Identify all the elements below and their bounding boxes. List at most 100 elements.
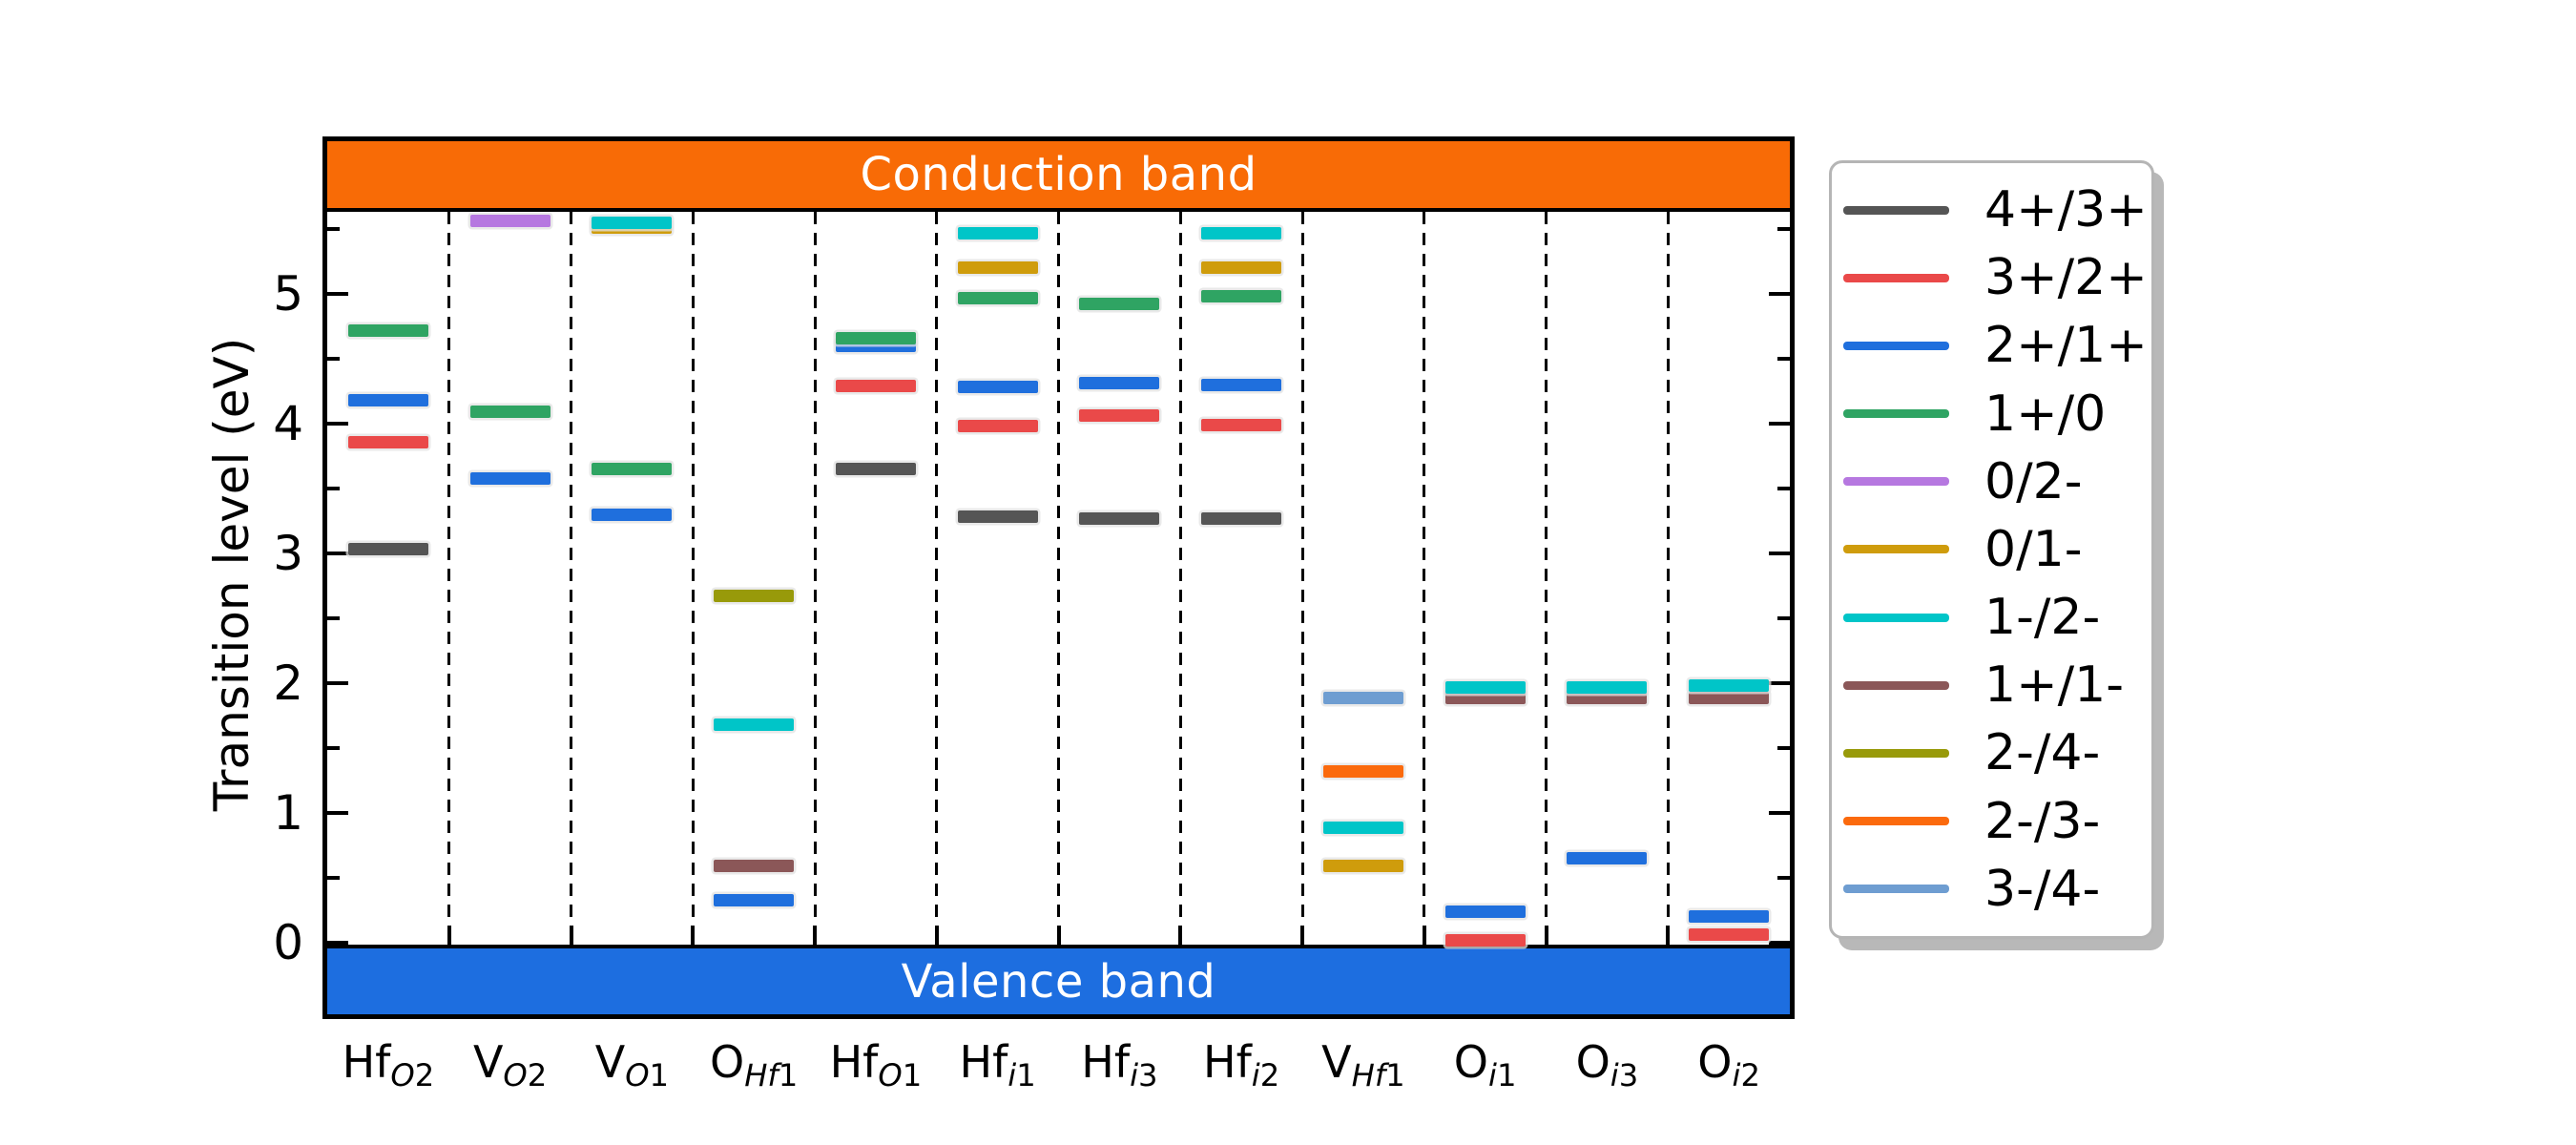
legend-key-line-icon: [1843, 613, 1949, 622]
column-separator: [1423, 212, 1426, 945]
transition-level-2+/1+: [1689, 910, 1770, 924]
transition-level-2-/3-: [1322, 765, 1403, 778]
column-label-Oi3: Oi3: [1575, 1036, 1639, 1094]
transition-level-4+/3+: [1201, 511, 1282, 525]
x-axis-tick: [813, 926, 817, 945]
x-axis-tick: [1178, 926, 1183, 945]
transition-level-3+/2+: [1079, 409, 1160, 423]
legend-label: 4+/3+: [1984, 181, 2148, 239]
column-separator: [1300, 212, 1304, 945]
x-axis-tick: [934, 926, 939, 945]
y-major-tick-left: [327, 681, 348, 685]
legend-label: 3-/4-: [1984, 860, 2101, 918]
legend-key-line-icon: [1843, 273, 1949, 282]
transition-level-1+/1-: [714, 860, 795, 873]
y-major-tick-left: [327, 552, 348, 555]
legend-key-line-icon: [1843, 205, 1949, 215]
column-label-Oi2: Oi2: [1697, 1036, 1760, 1094]
legend-label: 0/2-: [1984, 452, 2083, 510]
column-label-OHf1: OHf1: [709, 1036, 799, 1094]
transition-level-1+/0: [469, 406, 551, 419]
legend-key-line-icon: [1843, 817, 1949, 826]
y-minor-tick-left: [327, 616, 340, 620]
y-minor-tick-right: [1777, 227, 1790, 231]
x-axis-tick: [1422, 926, 1426, 945]
x-axis-tick: [447, 926, 451, 945]
transition-level-2+/1+: [1444, 905, 1526, 918]
legend-label: 3+/2+: [1984, 249, 2148, 307]
legend-entry-2+/1+: 2+/1+: [1832, 317, 2151, 374]
legend-label: 2-/3-: [1984, 792, 2101, 850]
column-separator: [1057, 212, 1060, 945]
transition-level-1+/1-: [1444, 691, 1526, 704]
x-axis-tick: [1666, 926, 1671, 945]
column-separator: [447, 212, 451, 945]
transition-level-3-/4-: [1322, 691, 1403, 704]
conduction-band-bar: Conduction band: [327, 141, 1790, 212]
y-major-tick-right: [1769, 422, 1790, 426]
transition-level-3+/2+: [1444, 933, 1526, 947]
transition-level-0/1-: [957, 261, 1038, 275]
y-tick-label-4: 4: [273, 396, 303, 451]
transition-level-2-/4-: [714, 590, 795, 603]
legend-entry-2-/3-: 2-/3-: [1832, 793, 2151, 850]
legend-key-line-icon: [1843, 409, 1949, 419]
legend-rows: 4+/3+ 3+/2+ 2+/1+ 1+/0 0/2- 0/1- 1-/2- 1+/1- 2-/…: [1832, 163, 2151, 936]
column-label-Hfi3: Hfi3: [1081, 1036, 1158, 1094]
legend-key-line-icon: [1843, 341, 1949, 350]
legend-entry-0/2-: 0/2-: [1832, 453, 2151, 510]
transition-level-1-/2-: [957, 226, 1038, 239]
y-major-tick-right: [1769, 941, 1790, 945]
y-minor-tick-left: [327, 357, 340, 361]
column-separator: [1178, 212, 1182, 945]
valence-band-bar: Valence band: [327, 945, 1790, 1014]
column-label-Hfi2: Hfi2: [1202, 1036, 1280, 1094]
transition-level-3+/2+: [957, 420, 1038, 433]
legend-label: 0/1-: [1984, 520, 2083, 578]
y-minor-tick-right: [1777, 616, 1790, 620]
transition-level-4+/3+: [835, 463, 916, 476]
transition-level-2+/1+: [469, 471, 551, 485]
x-axis-tick: [1056, 926, 1061, 945]
transition-level-1+/0: [592, 463, 673, 476]
transition-level-0/2-: [469, 215, 551, 228]
legend-key-line-icon: [1843, 680, 1949, 690]
transition-level-1+/0: [957, 291, 1038, 304]
legend-key-line-icon: [1843, 885, 1949, 894]
transition-level-2+/1+: [347, 394, 428, 406]
y-major-tick-right: [1769, 681, 1790, 685]
y-tick-label-0: 0: [273, 915, 303, 970]
transition-level-3+/2+: [347, 435, 428, 448]
legend-key-line-icon: [1843, 477, 1949, 487]
legend-label: 2-/4-: [1984, 724, 2101, 782]
column-label-HfO2: HfO2: [342, 1036, 435, 1094]
transition-level-2+/1+: [1567, 852, 1648, 865]
legend-entry-3+/2+: 3+/2+: [1832, 249, 2151, 306]
column-label-VHf1: VHf1: [1321, 1036, 1405, 1094]
column-separator: [1666, 212, 1670, 945]
transition-level-1-/2-: [1567, 680, 1648, 694]
legend-label: 1+/0: [1984, 385, 2107, 443]
legend-label: 2+/1+: [1984, 317, 2148, 375]
transition-level-2+/1+: [714, 893, 795, 906]
column-separator: [1545, 212, 1548, 945]
y-minor-tick-left: [327, 746, 340, 750]
transition-level-1-/2-: [1689, 679, 1770, 693]
x-axis-tick: [691, 926, 696, 945]
transition-level-1-/2-: [1444, 680, 1526, 694]
y-minor-tick-right: [1777, 487, 1790, 490]
transition-level-2+/1+: [592, 508, 673, 521]
y-major-tick-left: [327, 292, 348, 296]
plot-area: Conduction band Valence band: [322, 136, 1795, 1019]
y-major-tick-left: [327, 422, 348, 426]
y-minor-tick-right: [1777, 746, 1790, 750]
transition-level-4+/3+: [957, 510, 1038, 524]
column-separator: [691, 212, 695, 945]
y-tick-label-3: 3: [273, 526, 303, 581]
transition-level-1+/1-: [1567, 691, 1648, 704]
legend-entry-1+/1-: 1+/1-: [1832, 656, 2151, 714]
legend-box: 4+/3+ 3+/2+ 2+/1+ 1+/0 0/2- 0/1- 1-/2- 1+/1- 2-/…: [1829, 160, 2154, 939]
column-label-VO2: VO2: [472, 1036, 548, 1094]
column-label-Oi1: Oi1: [1453, 1036, 1517, 1094]
